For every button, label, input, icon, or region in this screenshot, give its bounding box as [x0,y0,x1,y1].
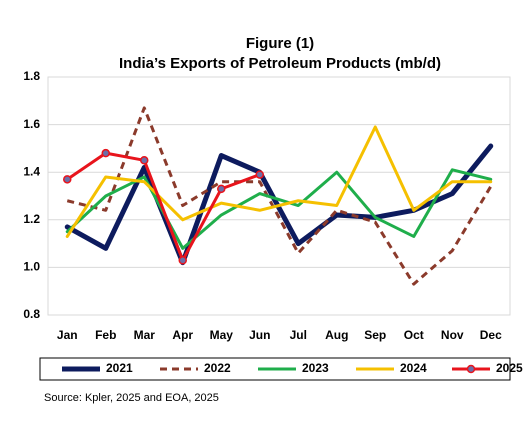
x-tick-label: Jan [57,328,78,342]
y-tick-label: 1.4 [23,164,40,178]
legend-label: 2025 [496,361,523,375]
legend-label: 2023 [302,361,329,375]
series-line [66,106,493,286]
x-tick-label: Oct [404,328,424,342]
point [178,256,187,265]
x-tick-label: Nov [441,328,464,342]
y-tick-label: 1.8 [23,69,40,83]
point [63,175,72,184]
y-tick-label: 1.6 [23,117,40,131]
y-tick-label: 0.8 [23,307,40,321]
x-tick-label: Mar [134,328,156,342]
x-tick-label: Apr [172,328,193,342]
x-tick-label: Jul [290,328,307,342]
legend-box [39,357,511,381]
legend-label: 2024 [400,361,427,375]
x-tick-label: Feb [95,328,116,342]
x-tick-label: Jun [249,328,270,342]
x-tick-label: Sep [364,328,386,342]
point [255,170,264,179]
point [140,156,149,165]
y-tick-label: 1.2 [23,212,40,226]
point [101,148,110,158]
legend-label: 2021 [106,361,133,375]
series-line [65,151,262,262]
y-tick-label: 1.0 [23,260,40,274]
series-line [65,125,493,238]
x-tick-label: May [210,328,234,342]
chart-title: Figure (1) [246,35,314,52]
legend-marker [466,364,476,374]
chart-subtitle: India’s Exports of Petroleum Products (m… [119,55,441,72]
x-tick-label: Dec [480,328,502,342]
point [217,184,226,194]
source: Source: Kpler, 2025 and EOA, 2025 [44,392,219,404]
legend-label: 2022 [204,361,231,375]
x-tick-label: Aug [325,328,348,342]
